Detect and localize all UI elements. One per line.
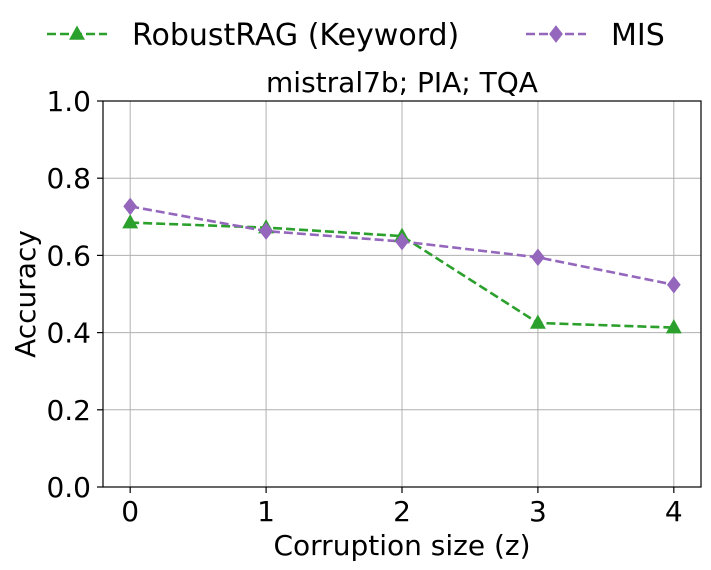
- x-tick-label: 0: [121, 495, 139, 528]
- y-tick-label: 0.2: [46, 394, 91, 427]
- x-axis-label: Corruption size (z): [273, 529, 530, 562]
- data-point: [666, 275, 681, 294]
- x-tick-label: 2: [393, 495, 411, 528]
- plot-frame: [102, 100, 702, 488]
- x-tick-label: 1: [257, 495, 275, 528]
- legend-label-robustrag: RobustRAG (Keyword): [132, 18, 459, 53]
- data-point: [531, 248, 545, 267]
- y-axis-label: Accuracy: [9, 230, 42, 358]
- legend-entry-mis: MIS: [526, 18, 665, 53]
- data-point: [665, 319, 682, 334]
- legend-marker-triangle: [69, 25, 85, 40]
- legend: RobustRAG (Keyword) MIS: [47, 18, 665, 53]
- axis-ticks: 0 1 2 3 4 0.0 0.2 0.4 0.6 0.8 1.0: [46, 85, 682, 528]
- legend-marker-diamond: [549, 25, 563, 43]
- y-tick-label: 1.0: [46, 85, 91, 118]
- data-point: [529, 314, 546, 329]
- y-tick-label: 0.0: [46, 471, 91, 504]
- y-tick-label: 0.4: [46, 317, 91, 350]
- data-point: [259, 222, 273, 240]
- data-point: [395, 232, 409, 251]
- x-tick-label: 3: [529, 495, 547, 528]
- chart-title: mistral7b; PIA; TQA: [266, 66, 538, 99]
- data-point: [122, 214, 139, 229]
- legend-entry-robustrag: RobustRAG (Keyword): [47, 18, 459, 53]
- y-tick-label: 0.6: [46, 239, 91, 272]
- data-point: [123, 197, 138, 216]
- y-tick-label: 0.8: [46, 162, 91, 195]
- x-tick-label: 4: [665, 495, 683, 528]
- series-markers: [122, 197, 682, 334]
- legend-label-mis: MIS: [611, 18, 665, 53]
